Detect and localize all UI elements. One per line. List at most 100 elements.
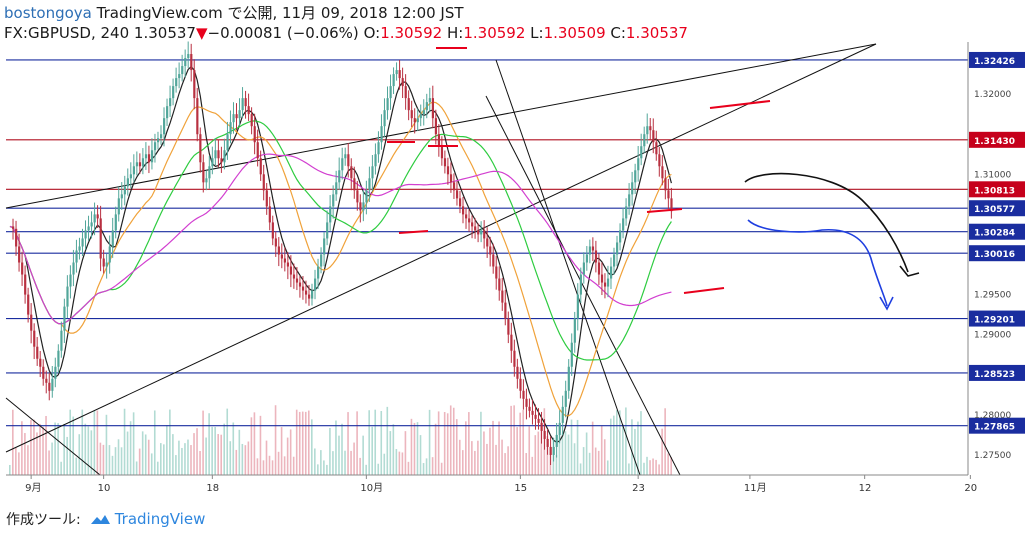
arrow-head-blue-icon [879,296,894,311]
footer: 作成ツール: TradingView [6,508,205,530]
level-tag-label: 1.30284 [974,229,1015,239]
candle-body [256,142,259,159]
candle-body [353,178,356,191]
candle-body [643,134,646,147]
ohlc-line: FX:GBPUSD, 240 1.30537▼−0.00081 (−0.06%)… [4,23,1004,43]
volume-bar [440,462,443,475]
candle-body [329,206,332,223]
candle-body [289,266,293,275]
candle-body [102,258,105,267]
volume-bar [39,423,41,475]
price-axis[interactable]: 1.32426 1.31430 1.30813 1.30577 1.30284 1.300… [6,42,1025,476]
candle-body [350,166,353,179]
candle-body [298,282,302,287]
candle-body [156,138,160,143]
candle-body [365,190,368,203]
volume-bar [301,411,304,475]
symbol-label[interactable]: FX:GBPUSD, 240 [4,24,130,42]
volume-bar [27,445,29,475]
candle-body [634,170,637,183]
author-name[interactable]: bostongoya [4,4,92,22]
volume-bar [292,456,295,475]
volume-bar [141,431,144,475]
volume-bar [323,460,325,475]
candle-body [220,158,223,163]
candle-body [600,274,604,283]
volume-bar [262,460,265,475]
candle-body [374,154,377,167]
resistance-mark [709,100,771,109]
candle-body [184,58,187,67]
low-value: 1.30509 [543,24,606,42]
candle-body [229,122,232,135]
volume-bar [138,448,141,475]
candle-body [253,126,256,143]
level-tag-label: 1.30813 [974,186,1015,196]
volume-bar [153,410,156,475]
candle-body [362,202,365,211]
candle-body [190,54,193,71]
candle-body [419,114,422,119]
candle-body [398,70,401,79]
candle-body [413,118,416,123]
trendline [5,43,877,453]
user-drawings[interactable] [387,47,920,311]
candle-body [631,182,634,195]
volume-bar [172,434,174,475]
candle-body [175,78,178,87]
level-tag [969,223,1025,240]
candle-body [359,202,362,211]
volume-bar [359,457,361,475]
low-label: L: [530,24,544,42]
volume-bar [163,444,165,475]
volume-bar [643,462,645,475]
candle-body [135,162,139,167]
volume-bar [625,407,627,475]
candle-body [42,366,45,379]
volume-bar [187,439,189,475]
volume-bar [30,419,32,475]
volume-bar [368,410,370,475]
volume-bar [564,431,567,475]
change-down-icon: ▼ [195,24,208,42]
candle-body [307,294,311,299]
volume-bar [232,422,235,475]
volume-bar [613,415,615,475]
volume-bar [196,428,198,475]
volume-bar [123,408,126,475]
resistance-mark [646,208,683,213]
candle-body [585,254,589,263]
candle-body [317,266,320,279]
candle-body [549,446,552,455]
volume-bar [585,432,588,475]
candle-body [534,414,537,419]
brand[interactable]: TradingView [89,510,205,528]
volume-bar [609,418,612,475]
volume-bar [344,450,346,475]
time-axis[interactable]: 9月 10 18 10月 15 23 11月 12 20 [25,475,977,494]
candle-body [205,178,208,183]
volume-bar [646,456,648,475]
candle-body [622,218,625,231]
candle-body [326,222,329,239]
trendlines[interactable] [5,43,877,476]
resistance-mark [398,230,429,234]
volume-bar [528,426,531,475]
candle-body [78,246,81,251]
candle-body [24,274,27,295]
volume-bar [371,426,373,475]
candle-body [516,366,519,379]
volume-bar [9,464,11,475]
volume-bar [462,450,464,475]
open-value: 1.30592 [380,24,443,42]
volume-bar [628,463,630,475]
candle-body [27,294,30,315]
price-chart[interactable]: 1.32426 1.31430 1.30813 1.30577 1.30284 1.300… [0,0,1029,505]
candle-body [45,378,48,383]
volume-bar [307,410,310,475]
level-tag [969,364,1025,381]
volume-bar [268,455,271,475]
volume-bar [229,441,232,475]
volume-bar [214,426,216,475]
volume-bar [597,450,600,475]
